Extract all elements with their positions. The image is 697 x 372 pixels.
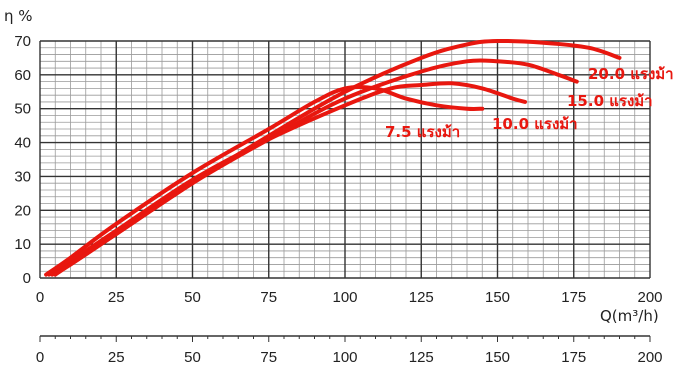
efficiency-curves — [44, 38, 622, 277]
curve-series-1 — [47, 81, 527, 277]
curve-labels: 7.5 แรงม้า 10.0 แรงม้า 15.0 แรงม้า 20.0 แรง… — [385, 65, 674, 141]
secondary-x-tick-label: 50 — [184, 349, 201, 366]
secondary-x-tick-label: 125 — [409, 349, 434, 366]
x-tick-label: 175 — [561, 289, 586, 306]
y-tick-label: 0 — [23, 270, 31, 287]
major-grid — [39, 40, 651, 279]
curve-label-0: 7.5 แรงม้า — [385, 123, 460, 141]
y-tick-label: 50 — [14, 101, 31, 118]
secondary-x-tick-label: 200 — [637, 349, 662, 366]
x-tick-label: 200 — [637, 289, 662, 306]
y-tick-label: 10 — [14, 236, 31, 253]
x-tick-label: 0 — [36, 289, 44, 306]
y-tick-label: 60 — [14, 67, 31, 84]
secondary-x-tick-label: 150 — [485, 349, 510, 366]
secondary-x-tick-label: 175 — [561, 349, 586, 366]
y-tick-label: 20 — [14, 202, 31, 219]
secondary-x-scale: 0 25 50 75 100 125 150 175 200 — [36, 335, 663, 366]
curve-series-0 — [44, 84, 485, 277]
x-tick-label: 150 — [485, 289, 510, 306]
x-tick-label: 125 — [409, 289, 434, 306]
secondary-x-tick-label: 100 — [332, 349, 357, 366]
curve-label-3: 20.0 แรงม้า — [588, 65, 674, 83]
curve-label-2: 15.0 แรงม้า — [567, 92, 653, 110]
x-tick-label: 100 — [332, 289, 357, 306]
y-tick-label: 70 — [14, 33, 31, 50]
tick-labels: 0 25 50 75 100 125 150 175 200 0 10 20 30 40 50 60 70 — [14, 33, 662, 306]
secondary-x-tick-label: 0 — [36, 349, 44, 366]
x-tick-label: 50 — [184, 289, 201, 306]
x-tick-label: 75 — [260, 289, 277, 306]
y-tick-label: 40 — [14, 135, 31, 152]
curve-series-3 — [53, 38, 622, 277]
secondary-x-tick-label: 75 — [260, 349, 277, 366]
x-axis-title: Q(m³/h) — [600, 307, 659, 325]
x-tick-label: 25 — [108, 289, 125, 306]
y-tick-label: 30 — [14, 168, 31, 185]
curve-label-1: 10.0 แรงม้า — [492, 115, 578, 133]
y-axis-title: η % — [4, 7, 33, 25]
secondary-x-tick-label: 25 — [108, 349, 125, 366]
